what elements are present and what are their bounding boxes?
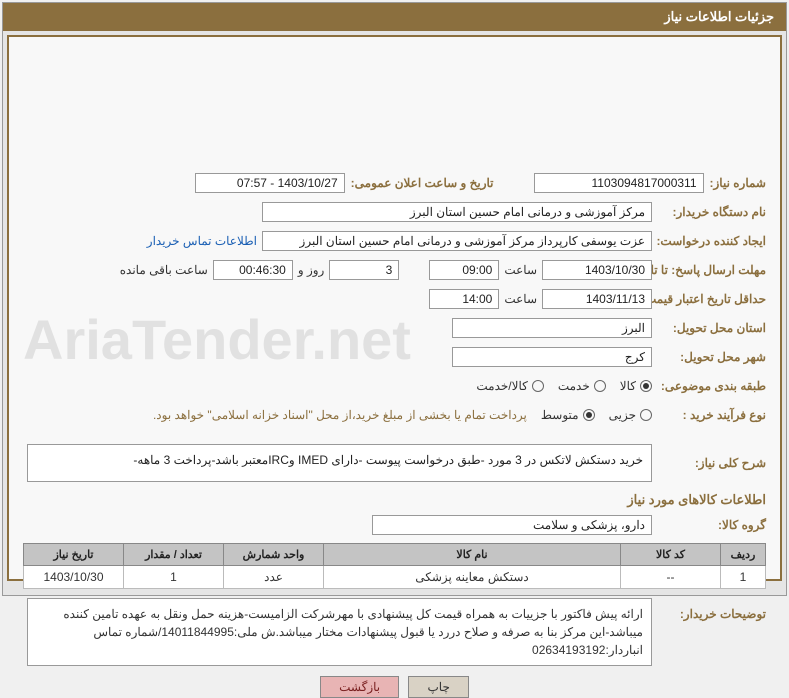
need-no-field: 1103094817000311: [534, 173, 704, 193]
response-date-field: 1403/10/30: [542, 260, 652, 280]
th-unit: واحد شمارش: [224, 544, 324, 566]
radio-both[interactable]: [532, 380, 544, 392]
td-qty: 1: [124, 566, 224, 589]
cat-both-label: کالا/خدمت: [476, 379, 527, 393]
goods-group-field: دارو، پزشکی و سلامت: [372, 515, 652, 535]
content-area: AriaTender.net شماره نیاز: 1103094817000…: [7, 35, 782, 581]
requester-label: ایجاد کننده درخواست:: [658, 234, 766, 248]
cat-service-label: خدمت: [558, 379, 590, 393]
td-name: دستکش معاینه پزشکی: [324, 566, 621, 589]
price-validity-label: حداقل تاریخ اعتبار قیمت: تا تاریخ:: [658, 292, 766, 306]
buyer-notes-box: ارائه پیش فاکتور با جزییات به همراه قیمت…: [27, 598, 652, 666]
button-row: چاپ بازگشت: [23, 676, 766, 698]
td-code: --: [621, 566, 721, 589]
delivery-city-label: شهر محل تحویل:: [658, 350, 766, 364]
countdown-field: 00:46:30: [213, 260, 293, 280]
th-name: نام کالا: [324, 544, 621, 566]
response-time-field: 09:00: [429, 260, 499, 280]
items-section-title: اطلاعات کالاهای مورد نیاز: [23, 492, 766, 508]
process-note: پرداخت تمام یا بخشی از مبلغ خرید،از محل …: [153, 408, 527, 422]
need-no-label: شماره نیاز:: [710, 176, 766, 190]
title-bar: جزئیات اطلاعات نیاز: [3, 3, 786, 31]
contact-link[interactable]: اطلاعات تماس خریدار: [147, 234, 257, 248]
td-row: 1: [721, 566, 766, 589]
th-qty: تعداد / مقدار: [124, 544, 224, 566]
process-label: نوع فرآیند خرید :: [658, 408, 766, 422]
need-summary-box: خرید دستکش لاتکس در 3 مورد -طبق درخواست …: [27, 444, 652, 482]
radio-dot-icon: [594, 380, 606, 392]
announce-field: 1403/10/27 - 07:57: [195, 173, 345, 193]
category-label: طبقه بندی موضوعی:: [658, 379, 766, 393]
proc-medium-label: متوسط: [541, 408, 579, 422]
buyer-notes-label: توضیحات خریدار:: [658, 595, 766, 621]
delivery-province-field: البرز: [452, 318, 652, 338]
back-button[interactable]: بازگشت: [320, 676, 399, 698]
th-row: ردیف: [721, 544, 766, 566]
price-date-field: 1403/11/13: [542, 289, 652, 309]
buyer-org-field: مرکز آموزشی و درمانی امام حسین استان الب…: [262, 202, 652, 222]
requester-field: عزت یوسفی کارپرداز مرکز آموزشی و درمانی …: [262, 231, 652, 251]
radio-dot-icon: [532, 380, 544, 392]
radio-dot-icon: [583, 409, 595, 421]
price-time-field: 14:00: [429, 289, 499, 309]
print-button[interactable]: چاپ: [408, 676, 468, 698]
time-label-2: ساعت: [504, 292, 537, 306]
remaining-label: ساعت باقی مانده: [120, 263, 208, 277]
table-row: 1 -- دستکش معاینه پزشکی عدد 1 1403/10/30: [24, 566, 766, 589]
cat-goods-label: کالا: [620, 379, 636, 393]
radio-partial[interactable]: [640, 409, 652, 421]
items-table: ردیف کد کالا نام کالا واحد شمارش تعداد /…: [23, 543, 766, 589]
need-summary-label: شرح کلی نیاز:: [658, 456, 766, 470]
main-panel: جزئیات اطلاعات نیاز AriaTender.net شماره…: [2, 2, 787, 596]
td-unit: عدد: [224, 566, 324, 589]
time-label-1: ساعت: [504, 263, 537, 277]
buyer-org-label: نام دستگاه خریدار:: [658, 205, 766, 219]
proc-partial-label: جزیی: [609, 408, 636, 422]
announce-label: تاریخ و ساعت اعلان عمومی:: [351, 176, 494, 190]
radio-medium[interactable]: [583, 409, 595, 421]
th-code: کد کالا: [621, 544, 721, 566]
delivery-city-field: کرج: [452, 347, 652, 367]
days-and-label: روز و: [298, 263, 325, 277]
radio-dot-icon: [640, 380, 652, 392]
td-date: 1403/10/30: [24, 566, 124, 589]
radio-goods[interactable]: [640, 380, 652, 392]
radio-service[interactable]: [594, 380, 606, 392]
radio-dot-icon: [640, 409, 652, 421]
response-deadline-label: مهلت ارسال پاسخ: تا تاریخ:: [658, 263, 766, 277]
delivery-province-label: استان محل تحویل:: [658, 321, 766, 335]
goods-group-label: گروه کالا:: [658, 518, 766, 532]
th-date: تاریخ نیاز: [24, 544, 124, 566]
days-field: 3: [329, 260, 399, 280]
